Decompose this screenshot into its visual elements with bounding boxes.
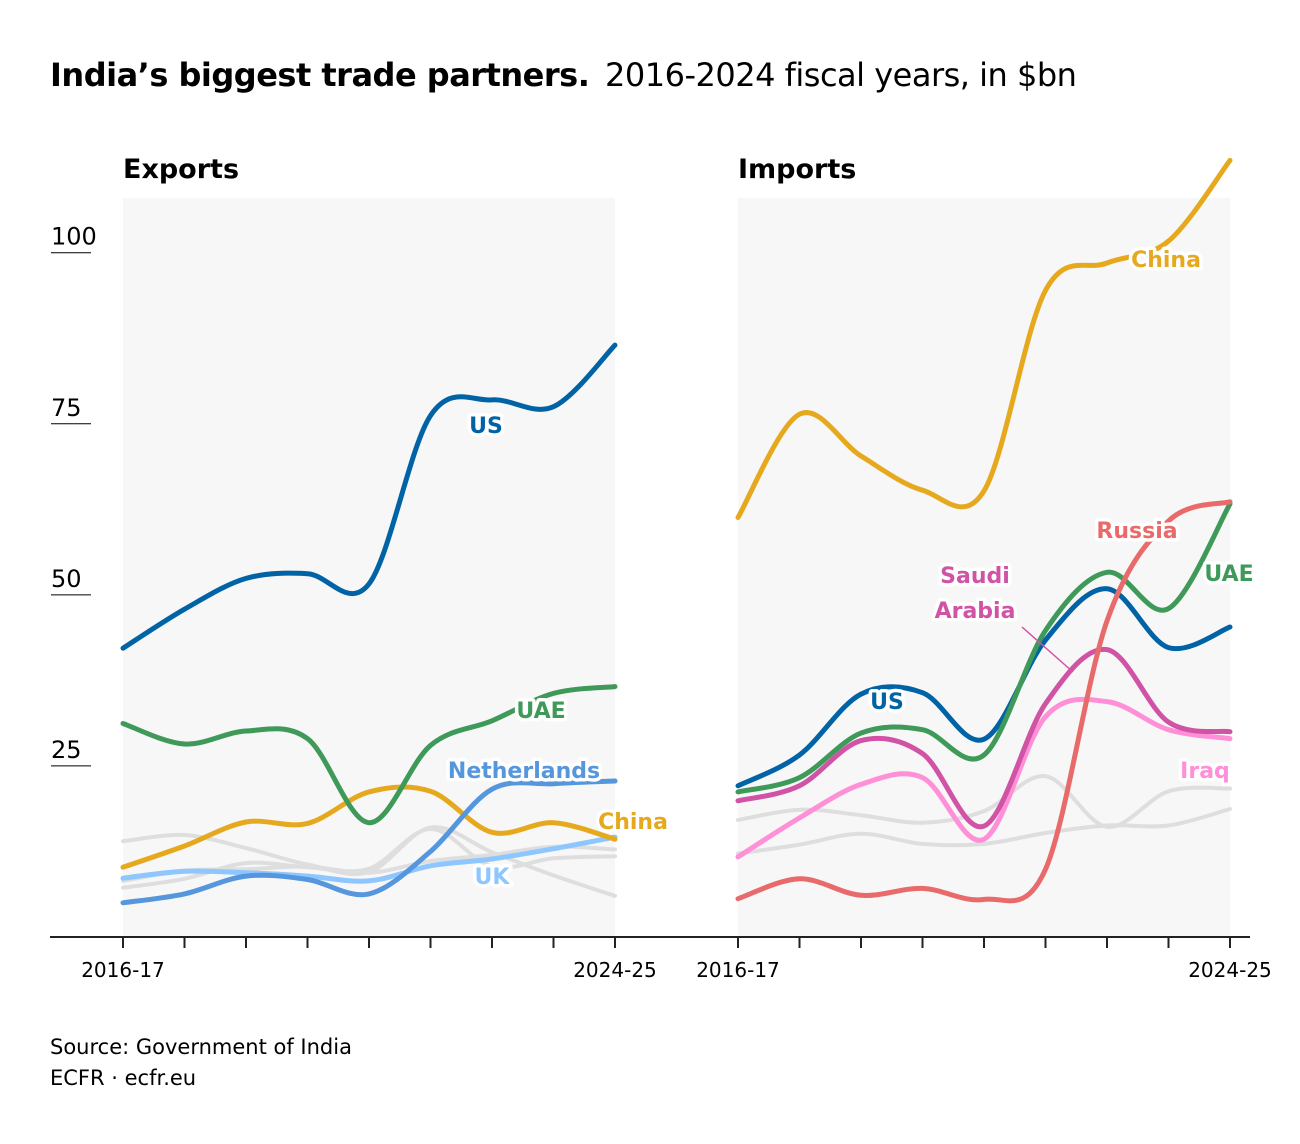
imports-panel: Imports 2016-17 2024-25 China Russia UAE US Sau… bbox=[696, 154, 1272, 982]
series-line-china bbox=[120, 784, 618, 870]
series-line-us bbox=[120, 342, 618, 651]
y-tick-label: 100 bbox=[51, 223, 97, 251]
series-label-china: China bbox=[1131, 248, 1201, 273]
series-line-saudi-arabia bbox=[735, 647, 1233, 830]
series-label-saudi-arabia-line2: Arabia bbox=[935, 599, 1016, 624]
series-line-iraq bbox=[735, 696, 1233, 860]
series-label-netherlands: Netherlands bbox=[448, 759, 600, 784]
x-tick-label: 2016-17 bbox=[81, 958, 165, 982]
exports-panel: Exports 2016-17 2024-25 US UAE Netherlands Chi… bbox=[81, 154, 671, 982]
series-line-other bbox=[736, 807, 1232, 856]
series-line-uae bbox=[735, 501, 1233, 795]
series-line-uae bbox=[120, 684, 618, 826]
credit-note: ECFR · ecfr.eu bbox=[50, 1066, 197, 1090]
series-label-iraq: Iraq bbox=[1180, 759, 1230, 784]
chart-title: India’s biggest trade partners. 2016-202… bbox=[50, 56, 1077, 94]
series-label-uae: UAE bbox=[516, 699, 565, 724]
panel-title: Exports bbox=[123, 154, 239, 185]
series-line-china bbox=[735, 157, 1233, 520]
x-axis: 25 50 75 100 bbox=[50, 223, 1250, 938]
panel-title: Imports bbox=[738, 154, 856, 185]
x-tick-label: 2016-17 bbox=[696, 958, 780, 982]
series-line-us bbox=[735, 586, 1233, 789]
series-line-uk bbox=[120, 834, 618, 884]
label-leader-line bbox=[1021, 626, 1074, 673]
title-subtitle: 2016-2024 fiscal years, in $bn bbox=[605, 56, 1077, 94]
plot-background bbox=[738, 198, 1230, 937]
title-bold: India’s biggest trade partners. bbox=[50, 56, 590, 94]
footer: Source: Government of India ECFR · ecfr.… bbox=[50, 1032, 352, 1094]
series-line-other bbox=[736, 774, 1232, 829]
series-line-russia bbox=[735, 499, 1233, 904]
y-tick-label: 75 bbox=[51, 394, 82, 422]
series-label-china: China bbox=[598, 810, 668, 835]
series-label-us: US bbox=[469, 414, 503, 439]
series-label-us: US bbox=[870, 690, 904, 715]
series-line-other bbox=[121, 825, 617, 898]
series-label-saudi-arabia: Saudi bbox=[940, 564, 1010, 589]
y-tick-label: 50 bbox=[51, 565, 82, 593]
series-line-netherlands bbox=[120, 778, 618, 906]
x-tick-label: 2024-25 bbox=[1188, 958, 1272, 982]
y-tick-label: 25 bbox=[51, 736, 82, 764]
x-tick-label: 2024-25 bbox=[573, 958, 657, 982]
series-label-uae: UAE bbox=[1204, 562, 1253, 587]
series-label-russia: Russia bbox=[1096, 519, 1177, 544]
source-note: Source: Government of India bbox=[50, 1035, 352, 1059]
plot-background bbox=[123, 198, 615, 937]
series-label-uk: UK bbox=[475, 865, 511, 890]
